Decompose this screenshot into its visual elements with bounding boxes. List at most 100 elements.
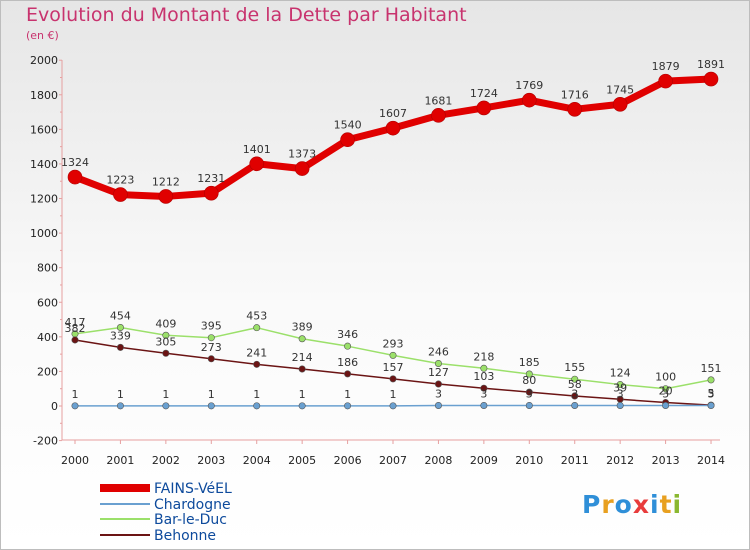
data-label: 1 [344, 388, 351, 401]
data-label: 20 [659, 385, 673, 398]
data-label: 3 [617, 387, 624, 400]
y-tick-label: 1000 [30, 227, 58, 240]
data-label: 273 [201, 341, 222, 354]
data-label: 382 [65, 322, 86, 335]
data-point [525, 401, 533, 409]
data-label: 1716 [561, 88, 589, 101]
data-point [525, 388, 533, 396]
data-point [294, 161, 310, 176]
x-tick-label: 2001 [106, 454, 134, 467]
data-label: 3 [526, 387, 533, 400]
y-tick-label: 0 [51, 400, 58, 413]
data-label: 1324 [61, 156, 89, 169]
logo-letter: t [659, 490, 673, 519]
y-tick-label: 1600 [30, 123, 58, 136]
data-label: 214 [292, 351, 313, 364]
logo-letter: x [632, 490, 650, 519]
data-point [162, 331, 170, 339]
data-point [71, 336, 79, 344]
legend-entry: Bar-le-Duc [154, 512, 227, 528]
y-tick-label: -200 [33, 435, 58, 448]
x-tick-label: 2005 [288, 454, 316, 467]
data-label: 417 [65, 316, 86, 329]
data-label: 58 [568, 378, 582, 391]
data-label: 1 [208, 388, 215, 401]
data-label: 1681 [424, 94, 452, 107]
data-label: 100 [655, 371, 676, 384]
data-label: 1607 [379, 107, 407, 120]
logo-letter: P [582, 490, 602, 519]
proxiti-logo: Proxiti [582, 490, 682, 519]
data-point [389, 402, 397, 410]
data-point [207, 334, 215, 342]
chart-title: Evolution du Montant de la Dette par Hab… [26, 4, 467, 26]
y-tick-label: 600 [37, 296, 58, 309]
data-point [525, 370, 533, 378]
data-label: 124 [610, 367, 631, 380]
data-point [707, 376, 715, 384]
data-label: 1 [72, 388, 79, 401]
data-point [344, 370, 352, 378]
data-point [253, 402, 261, 410]
data-label: 1373 [288, 148, 316, 161]
data-label: 389 [292, 321, 313, 334]
data-point [480, 384, 488, 392]
data-label: 1769 [515, 79, 543, 92]
data-point [703, 71, 719, 87]
data-point [158, 189, 174, 204]
y-tick-label: 1400 [30, 158, 58, 171]
data-label: 80 [522, 374, 536, 387]
legend-entry: Chardogne [154, 497, 231, 513]
data-label: 339 [110, 329, 131, 342]
x-tick-label: 2010 [515, 454, 543, 467]
y-tick-label: 200 [37, 365, 58, 378]
data-label: 246 [428, 345, 449, 358]
data-point [571, 392, 579, 400]
x-tick-label: 2004 [243, 454, 271, 467]
data-point [571, 375, 579, 383]
x-tick-label: 2006 [334, 454, 362, 467]
data-label: 305 [155, 335, 176, 348]
x-tick-label: 2013 [652, 454, 680, 467]
data-point [116, 343, 124, 351]
legend-entry: Behonne [154, 528, 216, 544]
data-label: 346 [337, 328, 358, 341]
data-label: 1540 [334, 119, 362, 132]
data-point [434, 359, 442, 367]
y-tick-label: 800 [37, 262, 58, 275]
data-label: 39 [613, 381, 627, 394]
data-label: 3 [480, 387, 487, 400]
data-point [116, 324, 124, 332]
data-label: 1 [117, 388, 124, 401]
data-point [249, 156, 265, 172]
data-label: 409 [155, 317, 176, 330]
logo-letter: i [672, 490, 683, 519]
x-tick-label: 2012 [606, 454, 634, 467]
data-label: 151 [701, 362, 722, 375]
data-label: 186 [337, 356, 358, 369]
data-point [116, 402, 124, 410]
data-point [207, 355, 215, 363]
data-label: 1401 [243, 143, 271, 156]
data-label: 1891 [697, 58, 725, 71]
data-label: 1 [299, 388, 306, 401]
data-label: 157 [383, 361, 404, 374]
data-point [389, 351, 397, 359]
y-tick-label: 1800 [30, 89, 58, 102]
data-point [253, 324, 261, 332]
data-point [298, 335, 306, 343]
data-label: 155 [564, 361, 585, 374]
data-label: 453 [246, 310, 267, 323]
logo-letter: i [650, 490, 660, 519]
data-point [389, 375, 397, 383]
data-point [71, 402, 79, 410]
data-label: 1745 [606, 83, 634, 96]
data-point [344, 342, 352, 350]
data-point [707, 401, 715, 409]
data-point [298, 402, 306, 410]
data-point [431, 108, 446, 123]
data-label: 3 [571, 387, 578, 400]
data-point [434, 401, 442, 409]
data-label: 241 [246, 346, 267, 359]
